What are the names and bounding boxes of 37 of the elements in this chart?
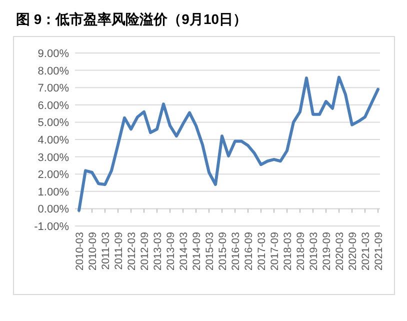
x-tick-label: 2014-09 [191,232,203,271]
x-tick-label: 2013-03 [152,232,164,271]
y-tick-label: 2.00% [38,169,70,182]
x-tick-label: 2020-03 [334,232,346,271]
y-tick-label: 6.00% [38,100,70,112]
x-tick-label: 2011-09 [113,232,125,270]
x-tick-label: 2013-09 [165,232,177,271]
line-series [78,76,380,212]
y-tick-label: -1.00% [34,221,70,233]
x-tick-label: 2017-09 [269,232,281,271]
x-tick-label: 2019-03 [308,232,320,271]
x-tick-label: 2020-09 [347,232,359,271]
x-tick-label: 2012-03 [126,232,138,271]
x-tick-label: 2021-03 [360,232,372,271]
y-tick-label: 8.00% [38,65,70,78]
x-tick-label: 2015-09 [217,232,229,271]
y-tick-label: 3.00% [38,152,70,164]
x-tick-label: 2016-03 [230,232,242,271]
x-tick-label: 2017-03 [256,232,268,271]
y-tick-label: 9.00% [38,48,70,60]
x-tick-label: 2019-09 [321,232,333,271]
y-tick-label: 1.00% [38,186,70,198]
x-tick-label: 2014-03 [178,232,190,271]
x-tick-label: 2021-09 [373,232,385,271]
y-tick-label: 0.00% [38,204,70,216]
x-tick-label: 2010-03 [74,232,86,271]
chart-title: 图 9：低市盈率风险溢价（9月10日） [16,11,248,27]
x-tick-label: 2018-09 [295,232,307,271]
x-tick-label: 2016-09 [243,232,255,271]
y-tick-label: 4.00% [38,134,70,146]
x-tick-label: 2015-03 [204,232,216,271]
x-tick-label: 2012-09 [139,232,151,271]
y-tick-label: 5.00% [38,117,70,130]
x-tick-label: 2010-09 [87,232,99,271]
y-tick-label: 7.00% [38,82,70,95]
x-tick-label: 2018-03 [282,232,294,271]
x-tick-label: 2011-03 [100,232,112,270]
